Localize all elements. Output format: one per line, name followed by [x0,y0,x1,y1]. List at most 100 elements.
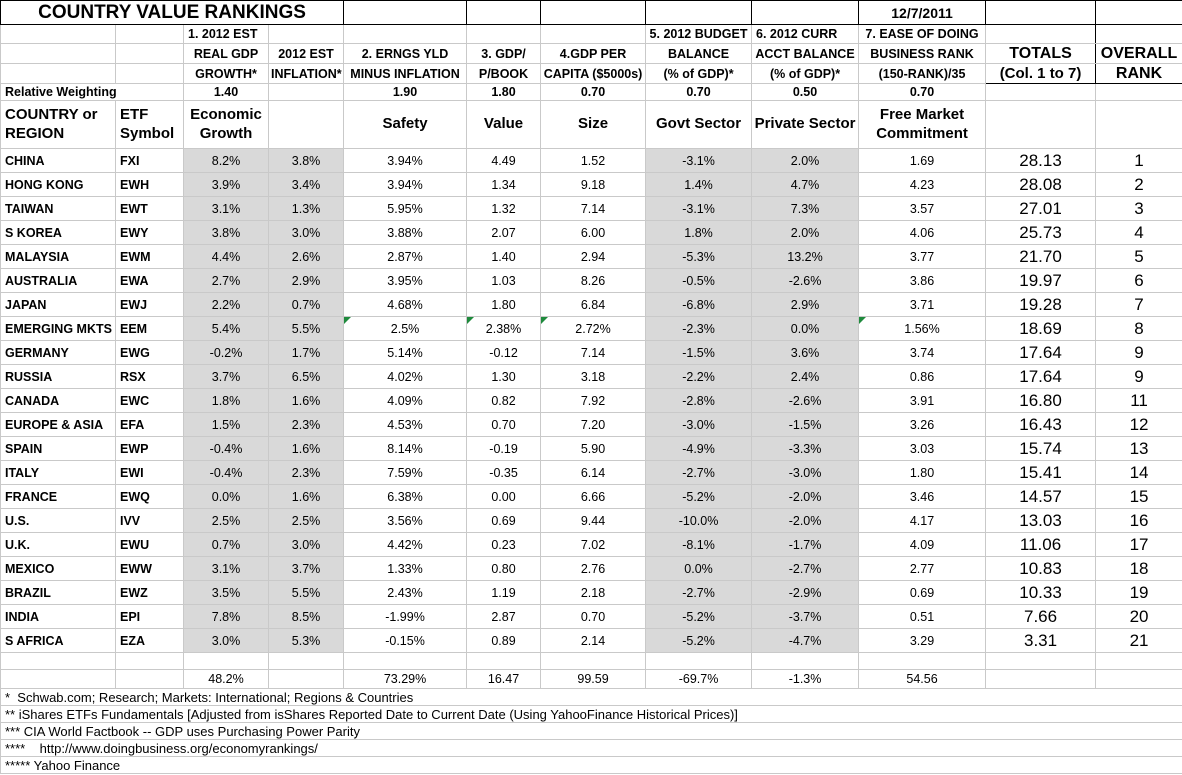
cell-country[interactable]: SPAIN [0,436,116,461]
cell-gdp-growth[interactable]: 0.0% [183,484,269,509]
cell-erngs-yld[interactable]: -1.99% [343,604,468,629]
cell-overall-rank[interactable]: 18 [1095,556,1182,581]
header-balance[interactable]: BALANCE [645,43,753,64]
cell-overall-rank[interactable]: 21 [1095,628,1182,653]
cell-curr-acct[interactable]: 7.3% [751,196,860,221]
cell-overall-rank[interactable]: 5 [1095,244,1182,269]
cell-gdp-pbook[interactable]: 1.34 [466,172,542,197]
cell-budget-balance[interactable]: -2.3% [645,316,753,341]
cell-inflation[interactable]: 3.4% [267,172,345,197]
cell-empty[interactable] [985,0,1097,25]
cell-gdp-capita[interactable]: 1.52 [540,148,647,173]
cell-empty[interactable] [267,100,345,149]
page-title[interactable]: COUNTRY VALUE RANKINGS [0,0,345,25]
group-header-col7[interactable]: 7. EASE OF DOING [858,24,987,44]
header-pct-gdp-2[interactable]: (% of GDP)* [751,63,860,84]
cell-etf-symbol[interactable]: EWH [115,172,184,197]
cell-inflation[interactable]: 5.5% [267,580,345,605]
weight-value[interactable]: 0.70 [858,83,987,101]
cell-gdp-pbook[interactable]: 0.80 [466,556,542,581]
cell-gdp-capita[interactable]: 6.66 [540,484,647,509]
cell-empty[interactable] [0,63,116,84]
cell-empty[interactable] [985,669,1097,689]
cell-erngs-yld[interactable]: 3.94% [343,148,468,173]
cell-inflation[interactable]: 1.7% [267,340,345,365]
cell-empty[interactable] [267,24,345,44]
cell-budget-balance[interactable]: -3.0% [645,412,753,437]
weight-value[interactable]: 1.90 [343,83,468,101]
cell-overall-rank[interactable]: 11 [1095,388,1182,413]
cell-gdp-growth[interactable]: 7.8% [183,604,269,629]
cell-overall-rank[interactable]: 9 [1095,364,1182,389]
cell-gdp-capita[interactable]: 7.02 [540,532,647,557]
group-header-col1[interactable]: 1. 2012 EST [183,24,269,44]
cell-empty[interactable] [267,669,345,689]
cell-empty[interactable] [343,0,468,25]
header-pct-gdp-1[interactable]: (% of GDP)* [645,63,753,84]
header-erngs-yld[interactable]: 2. ERNGS YLD [343,43,468,64]
cell-country[interactable]: GERMANY [0,340,116,365]
cell-gdp-pbook[interactable]: 1.03 [466,268,542,293]
cell-gdp-pbook[interactable]: 2.38% [466,316,542,341]
cell-gdp-pbook[interactable]: -0.12 [466,340,542,365]
cell-empty[interactable] [0,24,116,44]
cell-inflation[interactable]: 2.9% [267,268,345,293]
cell-empty[interactable] [985,100,1097,149]
cell-gdp-capita[interactable]: 2.94 [540,244,647,269]
cell-curr-acct[interactable]: 0.0% [751,316,860,341]
cell-ease-rank[interactable]: 1.56% [858,316,987,341]
cell-empty[interactable] [540,24,647,44]
total-pbook[interactable]: 16.47 [466,669,542,689]
cell-ease-rank[interactable]: 4.17 [858,508,987,533]
cell-etf-symbol[interactable]: EWC [115,388,184,413]
cell-curr-acct[interactable]: -2.0% [751,508,860,533]
cell-gdp-growth[interactable]: 3.0% [183,628,269,653]
cell-inflation[interactable]: 3.8% [267,148,345,173]
weights-label[interactable]: Relative Weighting [0,83,184,101]
cell-budget-balance[interactable]: -0.5% [645,268,753,293]
cell-total[interactable]: 3.31 [985,628,1097,653]
cell-ease-rank[interactable]: 3.57 [858,196,987,221]
cell-etf-symbol[interactable]: EWT [115,196,184,221]
cell-ease-rank[interactable]: 4.23 [858,172,987,197]
cell-inflation[interactable]: 3.7% [267,556,345,581]
header-totals[interactable]: TOTALS [985,43,1097,64]
cell-inflation[interactable]: 0.7% [267,292,345,317]
cell-country[interactable]: S KOREA [0,220,116,245]
cell-curr-acct[interactable]: 2.0% [751,220,860,245]
cell-gdp-pbook[interactable]: 2.87 [466,604,542,629]
cell-erngs-yld[interactable]: 3.88% [343,220,468,245]
cell-gdp-growth[interactable]: 3.8% [183,220,269,245]
cell-curr-acct[interactable]: -3.3% [751,436,860,461]
cell-total[interactable]: 19.28 [985,292,1097,317]
cell-gdp-pbook[interactable]: 0.89 [466,628,542,653]
cell-empty[interactable] [0,43,116,64]
cell-budget-balance[interactable]: -5.2% [645,628,753,653]
cell-budget-balance[interactable]: -6.8% [645,292,753,317]
cell-etf-symbol[interactable]: EWI [115,460,184,485]
cell-etf-symbol[interactable]: EFA [115,412,184,437]
cell-empty[interactable] [267,652,345,670]
cell-gdp-capita[interactable]: 2.14 [540,628,647,653]
cell-country[interactable]: FRANCE [0,484,116,509]
header-col-1-to-7[interactable]: (Col. 1 to 7) [985,63,1097,84]
header-minus-inflation[interactable]: MINUS INFLATION [343,63,468,84]
cell-curr-acct[interactable]: -2.6% [751,388,860,413]
cell-empty[interactable] [115,43,184,64]
cell-total[interactable]: 19.97 [985,268,1097,293]
cell-empty[interactable] [466,0,542,25]
cell-gdp-pbook[interactable]: -0.35 [466,460,542,485]
cell-gdp-capita[interactable]: 5.90 [540,436,647,461]
cell-country[interactable]: INDIA [0,604,116,629]
cell-total[interactable]: 10.83 [985,556,1097,581]
cell-budget-balance[interactable]: -5.2% [645,484,753,509]
cell-gdp-capita[interactable]: 2.18 [540,580,647,605]
cell-erngs-yld[interactable]: 4.42% [343,532,468,557]
cell-erngs-yld[interactable]: 3.56% [343,508,468,533]
cell-gdp-pbook[interactable]: 0.23 [466,532,542,557]
cell-ease-rank[interactable]: 1.80 [858,460,987,485]
cell-gdp-growth[interactable]: 2.5% [183,508,269,533]
cell-country[interactable]: ITALY [0,460,116,485]
footnote-cia[interactable]: *** CIA World Factbook -- GDP uses Purch… [0,722,1182,740]
cell-erngs-yld[interactable]: 3.94% [343,172,468,197]
